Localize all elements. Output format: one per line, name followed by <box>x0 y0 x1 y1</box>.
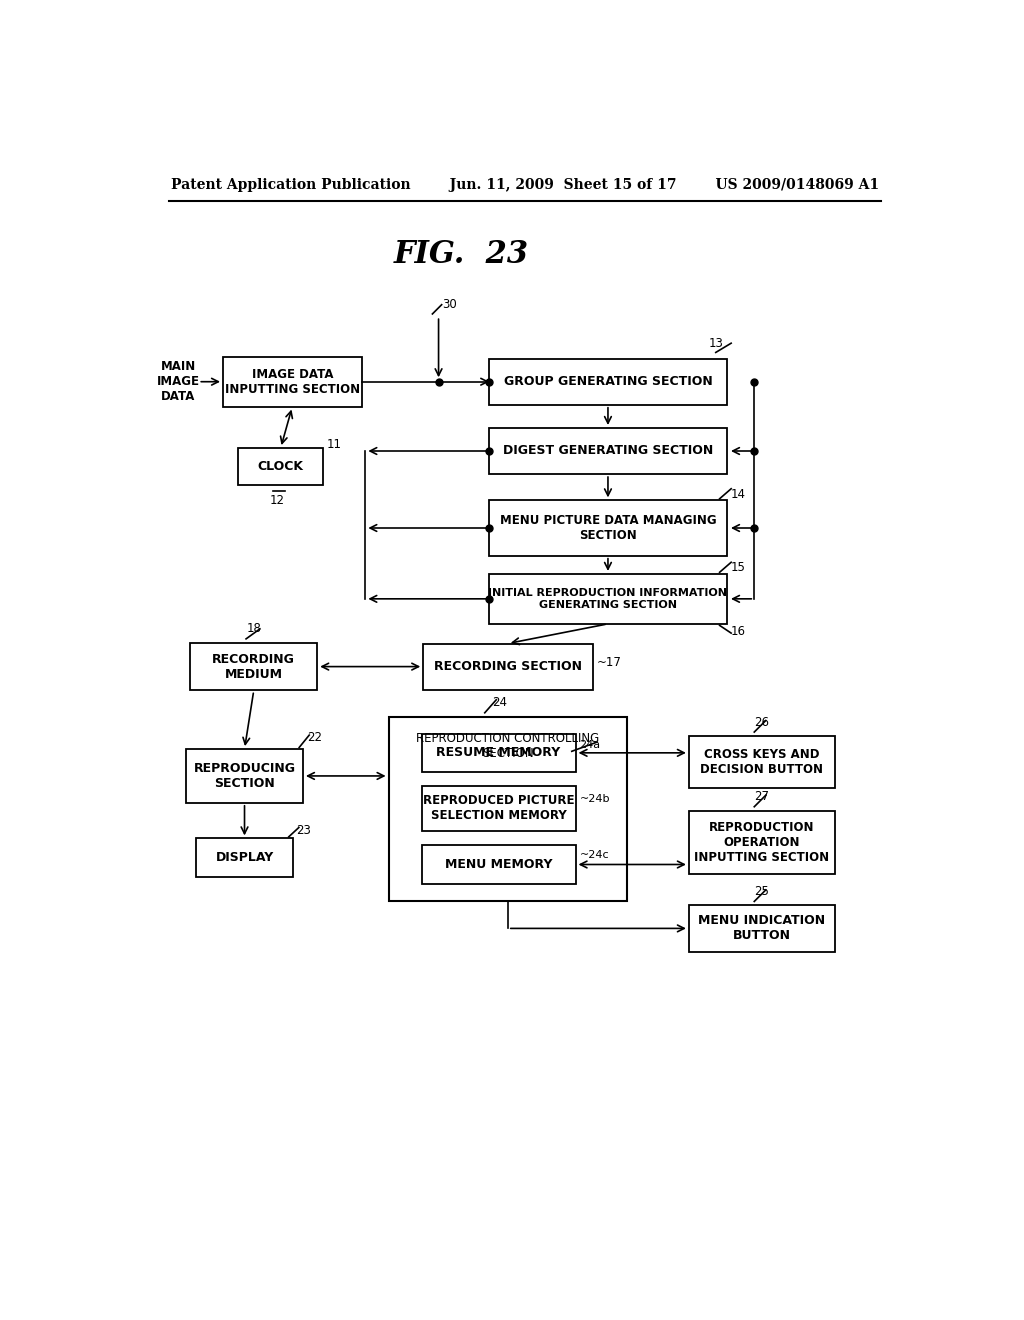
Bar <box>422 734 575 772</box>
Text: IMAGE DATA
INPUTTING SECTION: IMAGE DATA INPUTTING SECTION <box>224 368 359 396</box>
Bar <box>488 500 727 556</box>
Text: ~24c: ~24c <box>580 850 609 861</box>
Bar <box>488 428 727 474</box>
Text: CLOCK: CLOCK <box>258 459 304 473</box>
Text: RESUME MEMORY: RESUME MEMORY <box>436 746 561 759</box>
Text: 22: 22 <box>307 731 322 744</box>
Text: 11: 11 <box>327 437 342 450</box>
Bar <box>422 785 575 830</box>
Text: MENU MEMORY: MENU MEMORY <box>444 858 552 871</box>
Text: GROUP GENERATING SECTION: GROUP GENERATING SECTION <box>504 375 713 388</box>
Text: REPRODUCTION CONTROLLING
SECTION: REPRODUCTION CONTROLLING SECTION <box>416 733 599 760</box>
Text: MAIN
IMAGE
DATA: MAIN IMAGE DATA <box>157 360 200 403</box>
Text: RECORDING
MEDIUM: RECORDING MEDIUM <box>212 652 295 681</box>
Text: REPRODUCED PICTURE
SELECTION MEMORY: REPRODUCED PICTURE SELECTION MEMORY <box>423 795 574 822</box>
Text: 16: 16 <box>731 626 746 638</box>
Text: ~17: ~17 <box>596 656 622 669</box>
Text: 24a: 24a <box>580 741 601 750</box>
Text: RECORDING SECTION: RECORDING SECTION <box>434 660 582 673</box>
Text: 25: 25 <box>755 884 769 898</box>
Text: 15: 15 <box>731 561 746 574</box>
Text: 13: 13 <box>709 337 724 350</box>
Text: REPRODUCTION
OPERATION
INPUTTING SECTION: REPRODUCTION OPERATION INPUTTING SECTION <box>694 821 829 863</box>
Text: DIGEST GENERATING SECTION: DIGEST GENERATING SECTION <box>503 445 713 458</box>
Text: 23: 23 <box>297 824 311 837</box>
Text: ~24b: ~24b <box>580 795 610 804</box>
Bar <box>689 737 836 788</box>
Text: 26: 26 <box>755 715 769 729</box>
Bar <box>239 447 323 484</box>
Bar <box>488 574 727 624</box>
Text: 18: 18 <box>247 622 261 635</box>
Text: 30: 30 <box>442 298 457 312</box>
Bar <box>388 717 628 902</box>
Bar <box>190 643 317 690</box>
Text: REPRODUCING
SECTION: REPRODUCING SECTION <box>194 762 296 789</box>
Bar <box>689 810 836 874</box>
Text: CROSS KEYS AND
DECISION BUTTON: CROSS KEYS AND DECISION BUTTON <box>700 748 823 776</box>
Text: FIG.  23: FIG. 23 <box>394 239 529 271</box>
Text: 27: 27 <box>755 791 769 804</box>
Text: MENU INDICATION
BUTTON: MENU INDICATION BUTTON <box>698 915 825 942</box>
Text: DISPLAY: DISPLAY <box>215 851 273 865</box>
Bar <box>689 906 836 952</box>
Bar <box>488 359 727 405</box>
Bar <box>423 644 593 689</box>
Text: INITIAL REPRODUCTION INFORMATION
GENERATING SECTION: INITIAL REPRODUCTION INFORMATION GENERAT… <box>488 587 727 610</box>
Bar <box>422 845 575 884</box>
Text: MENU PICTURE DATA MANAGING
SECTION: MENU PICTURE DATA MANAGING SECTION <box>500 513 716 543</box>
Text: Patent Application Publication        Jun. 11, 2009  Sheet 15 of 17        US 20: Patent Application Publication Jun. 11, … <box>171 178 879 193</box>
Text: 12: 12 <box>269 494 285 507</box>
Bar <box>197 838 293 876</box>
Text: 14: 14 <box>731 487 746 500</box>
Text: 24: 24 <box>493 696 508 709</box>
Bar <box>186 748 303 803</box>
Bar <box>223 356 361 407</box>
